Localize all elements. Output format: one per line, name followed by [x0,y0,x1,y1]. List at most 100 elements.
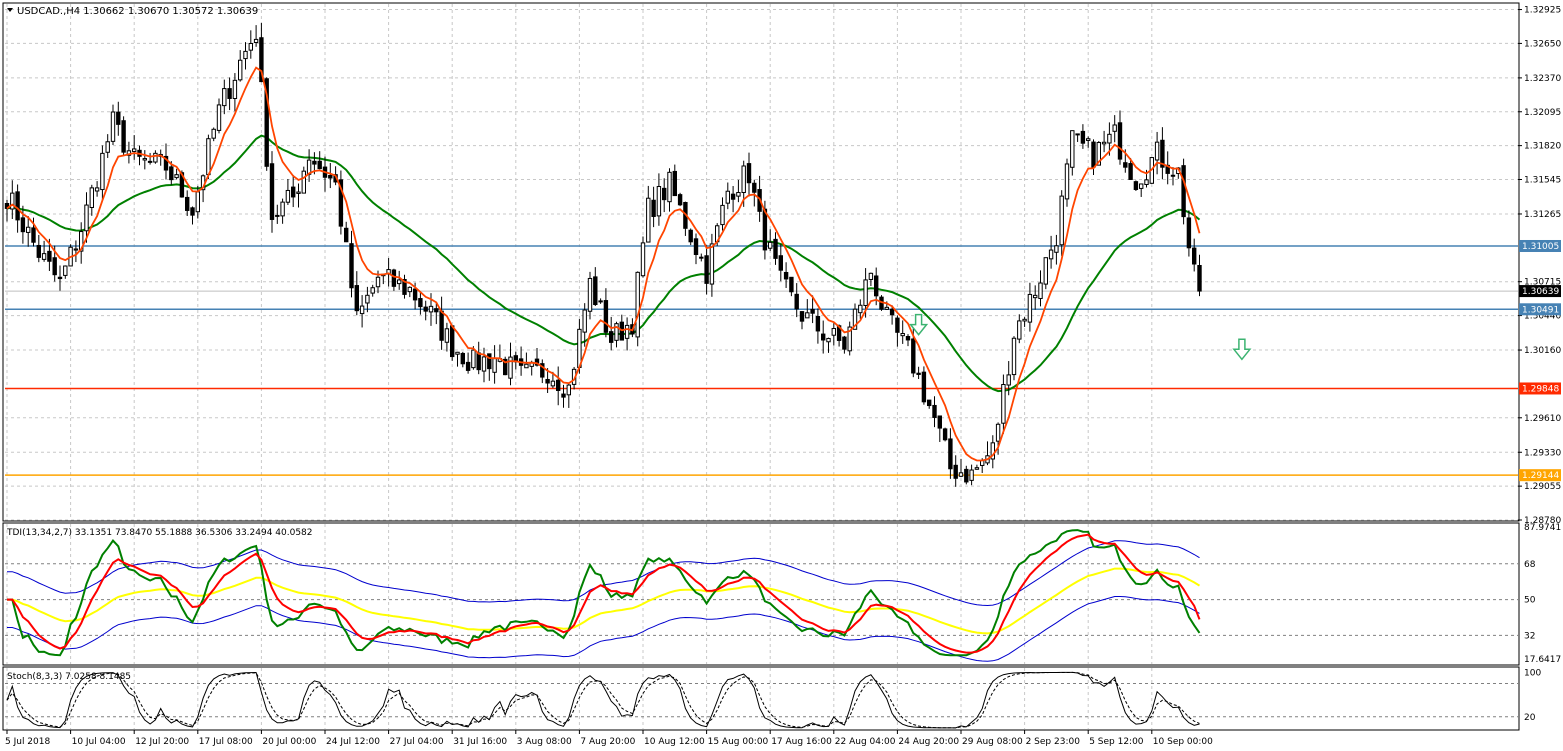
candle [397,270,402,290]
candle-body [1054,245,1059,253]
candle [561,384,566,408]
candle [693,233,699,265]
candle [1101,130,1107,153]
candle-body [672,170,677,197]
candle [720,197,725,231]
level-label-bg-current-price [1519,285,1561,298]
x-tick-label: 24 Aug 20:00 [898,737,959,747]
candle-body [1064,163,1070,200]
candle [810,295,815,324]
candle-body [895,317,900,333]
candle [238,50,243,82]
candle-body [741,165,746,194]
candle [26,216,31,247]
x-tick-label: 12 Jul 20:00 [135,737,189,747]
level-label-support-2: 1.29848 [1522,384,1559,394]
candle [301,166,307,194]
candle [582,303,587,347]
candle-body [163,155,169,171]
candle-body [1075,133,1080,136]
candle-body [41,253,47,260]
stoch-lines [5,671,1518,729]
candle-body [762,208,768,251]
candle [1064,158,1070,207]
candle [921,366,927,405]
candle [1070,130,1075,176]
candle-body [238,59,243,81]
candle-body [47,250,52,262]
candle-body [964,468,969,483]
candle-body [4,203,10,209]
tdi-rsi-line [7,529,1201,657]
price-levels [5,245,1518,476]
candle-body [169,166,174,181]
y-tick-label: 1.28780 [1524,516,1561,526]
candle-body [253,38,259,44]
candle [524,352,529,369]
candle-body [932,404,937,418]
candle [481,347,487,383]
y-tick-label: 1.32095 [1524,108,1561,118]
y-axis: 1.32925 1.32650 1.32370 1.32095 1.31820 1.315… [1518,6,1561,723]
candle [974,464,980,470]
candle-body [481,356,487,372]
candle-body [359,305,365,315]
candle [725,182,730,210]
candle [100,145,105,201]
candle [752,179,757,207]
candle-body [185,196,190,211]
candle-body [1070,130,1075,168]
candle-body [868,272,874,280]
candle [253,25,259,47]
x-tick-label: 5 Sep 12:00 [1089,737,1144,747]
candle [116,101,121,136]
candle [370,284,375,297]
candle-body [1038,282,1043,299]
candle-body [174,174,179,179]
candle [190,206,195,225]
candle-body [656,186,662,217]
candle-body [699,256,704,259]
candle-body [524,363,529,369]
candle-body [709,243,715,285]
candle [704,245,709,295]
level-label-bg-support-1 [1519,303,1561,316]
candle-body [789,276,794,293]
candle-body [799,311,805,322]
candle [232,73,238,112]
candle [41,240,47,262]
candle-body [397,279,402,285]
candle-body [450,325,455,358]
candle [842,335,847,354]
candle [1080,124,1086,149]
candle-body [1144,179,1149,185]
y-tick-label: 1.32925 [1524,6,1561,16]
candle [746,152,752,197]
candle-body [52,257,57,276]
candle-body [889,308,895,316]
candle [821,320,826,354]
tdi-base-line [7,567,1201,635]
candle [20,205,26,244]
candles [4,23,1202,487]
candle-body [1022,318,1027,322]
y-tick-label: 1.30160 [1524,346,1561,356]
x-tick-label: 20 Jul 00:00 [262,737,316,747]
candle [1112,115,1117,143]
candle-body [1186,217,1192,249]
candle-body [105,141,110,153]
triangle-down-icon[interactable] [7,8,13,12]
tdi-lower-band [7,596,1200,662]
candle-body [1107,133,1112,144]
chart-title: USDCAD.,H4 1.30662 1.30670 1.30572 1.306… [17,6,258,17]
candle-body [375,276,381,288]
candle [338,170,344,235]
candle-body [911,338,916,374]
candle-body [317,160,322,170]
candle [503,356,508,376]
candle-body [275,214,280,217]
candle-body [842,336,847,350]
candle-body [296,191,301,194]
candle [768,229,773,251]
